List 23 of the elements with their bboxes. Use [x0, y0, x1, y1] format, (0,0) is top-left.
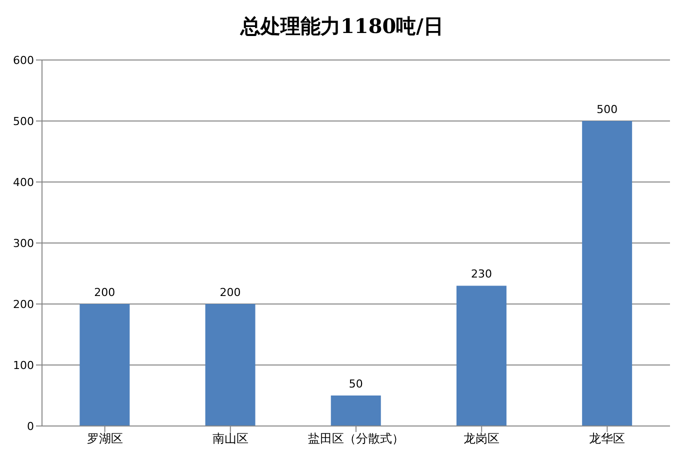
chart-title: 总处理能力1180吨/日: [239, 13, 444, 40]
x-tick-label: 盐田区（分散式）: [308, 432, 404, 446]
data-label: 50: [348, 378, 363, 390]
bar: [80, 304, 130, 426]
bar: [205, 304, 256, 426]
data-label: 500: [596, 103, 618, 116]
bar: [582, 121, 632, 426]
data-label: 200: [220, 286, 241, 299]
data-label: 230: [470, 268, 492, 281]
x-tick-label: 龙华区: [589, 432, 626, 446]
y-tick-label: 100: [13, 358, 34, 372]
x-tick-label: 龙岗区: [464, 432, 500, 446]
bar: [456, 286, 506, 426]
y-tick-label: 200: [13, 298, 34, 311]
x-tick-label: 罗湖区: [86, 432, 123, 446]
data-label: 200: [94, 286, 116, 299]
bar: [330, 396, 381, 426]
y-tick-label: 500: [13, 114, 34, 128]
y-tick-label: 0: [27, 420, 34, 433]
x-tick-label: 南山区: [212, 432, 248, 446]
y-tick-label: 600: [13, 54, 34, 67]
y-tick-label: 400: [13, 176, 34, 189]
y-tick-label: 300: [13, 236, 34, 250]
